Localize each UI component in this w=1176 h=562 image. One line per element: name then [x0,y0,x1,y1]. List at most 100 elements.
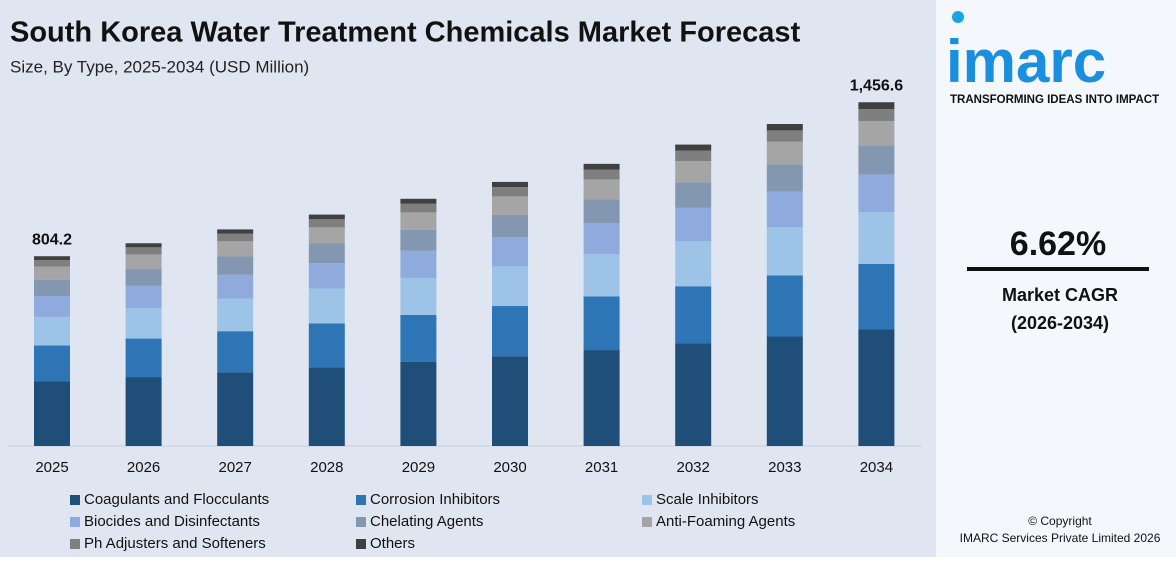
cagr-period: (2026-2034) [1011,313,1109,333]
cagr-rule [967,267,1149,271]
bar-segment [675,343,712,446]
legend-swatch [356,539,366,549]
legend-swatch [642,495,652,505]
bar-segment [400,361,437,446]
x-tick-label: 2027 [219,459,252,476]
bar-segment [400,314,437,362]
bar-segment [492,266,528,307]
bar-segment [217,331,254,373]
bar-segment [308,263,345,289]
bar-segment [766,164,803,192]
bar-segment [125,285,162,309]
legend-swatch [70,495,80,505]
bar-segment [858,174,895,213]
bar-segment [858,109,895,122]
bar-segment [217,229,254,234]
x-tick-label: 2029 [402,459,435,476]
bar-segment [308,243,345,264]
legend-label: Anti-Foaming Agents [656,513,795,530]
bar-segment [858,263,895,330]
tagline: TRANSFORMING IDEAS INTO IMPACT [950,94,1159,106]
bar-segment [217,298,254,332]
x-tick-label: 2025 [35,459,68,476]
bar-segment [492,356,528,446]
cagr-label: Market CAGR [1002,285,1118,305]
logo-dot [952,11,964,23]
legend-label: Others [370,535,415,552]
cagr-value: 6.62% [1010,225,1106,263]
bar-segment [492,187,528,197]
company: IMARC Services Private Limited 2026 [960,531,1161,545]
x-tick-label: 2032 [677,459,710,476]
bar-segment [34,266,70,280]
x-tick-label: 2031 [585,459,618,476]
bar-segment [492,237,528,267]
bar-segment [675,241,712,287]
bar-segment [858,102,895,110]
x-tick-label: 2028 [310,459,343,476]
legend-swatch [70,539,80,549]
bar-segment [217,233,254,242]
bar-segment [675,144,712,151]
bar-segment [217,274,254,299]
legend-label: Ph Adjusters and Softeners [84,535,266,552]
legend-label: Scale Inhibitors [656,491,759,508]
bar-segment [492,214,528,238]
bar-segment [125,377,162,446]
bar-segment [308,288,345,324]
x-tick-label: 2034 [860,459,893,476]
chart-subtitle: Size, By Type, 2025-2034 (USD Million) [10,57,309,76]
bar-segment [766,130,803,142]
sidebar-background [936,0,1176,557]
legend-label: Corrosion Inhibitors [370,491,500,508]
legend-label: Coagulants and Flocculants [84,491,269,508]
bar-segment [34,316,70,346]
bar-segment [858,212,895,264]
bar-segment [766,227,803,276]
bar-segment [492,181,528,188]
bar-segment [400,198,437,204]
legend-swatch [642,517,652,527]
bar-segment [217,256,254,275]
bar-segment [766,336,803,446]
bar-segment [583,169,620,180]
bar-segment [675,182,712,208]
legend-swatch [70,517,80,527]
bar-segment [675,207,712,242]
bar-segment [400,229,437,251]
bar-segment [125,338,162,378]
bar-segment [125,254,162,269]
bar-segment [766,275,803,337]
bar-segment [34,279,70,297]
bar-segment [308,227,345,244]
legend-swatch [356,517,366,527]
bar-segment [766,191,803,228]
chart-title: South Korea Water Treatment Chemicals Ma… [10,17,801,49]
bar-segment [858,145,895,175]
bar-segment [125,308,162,339]
x-tick-label: 2030 [493,459,526,476]
x-tick-label: 2033 [768,459,801,476]
bar-segment [34,260,70,267]
logo: imarc [946,28,1106,95]
bar-segment [400,203,437,213]
bar-segment [583,223,620,255]
bar-segment [858,329,895,446]
x-tick-label: 2026 [127,459,160,476]
bar-segment [583,296,620,351]
bar-segment [583,163,620,170]
bar-segment [675,161,712,183]
bar-segment [858,121,895,146]
bar-segment [308,214,345,220]
copyright: © Copyright [1028,514,1092,528]
bar-segment [34,256,70,261]
bar-segment [675,150,712,162]
bar-segment [34,345,70,382]
bar-segment [217,372,254,446]
bar-segment [217,241,254,257]
bar-segment [583,199,620,224]
bar-segment [34,296,70,317]
bar-segment [583,254,620,297]
